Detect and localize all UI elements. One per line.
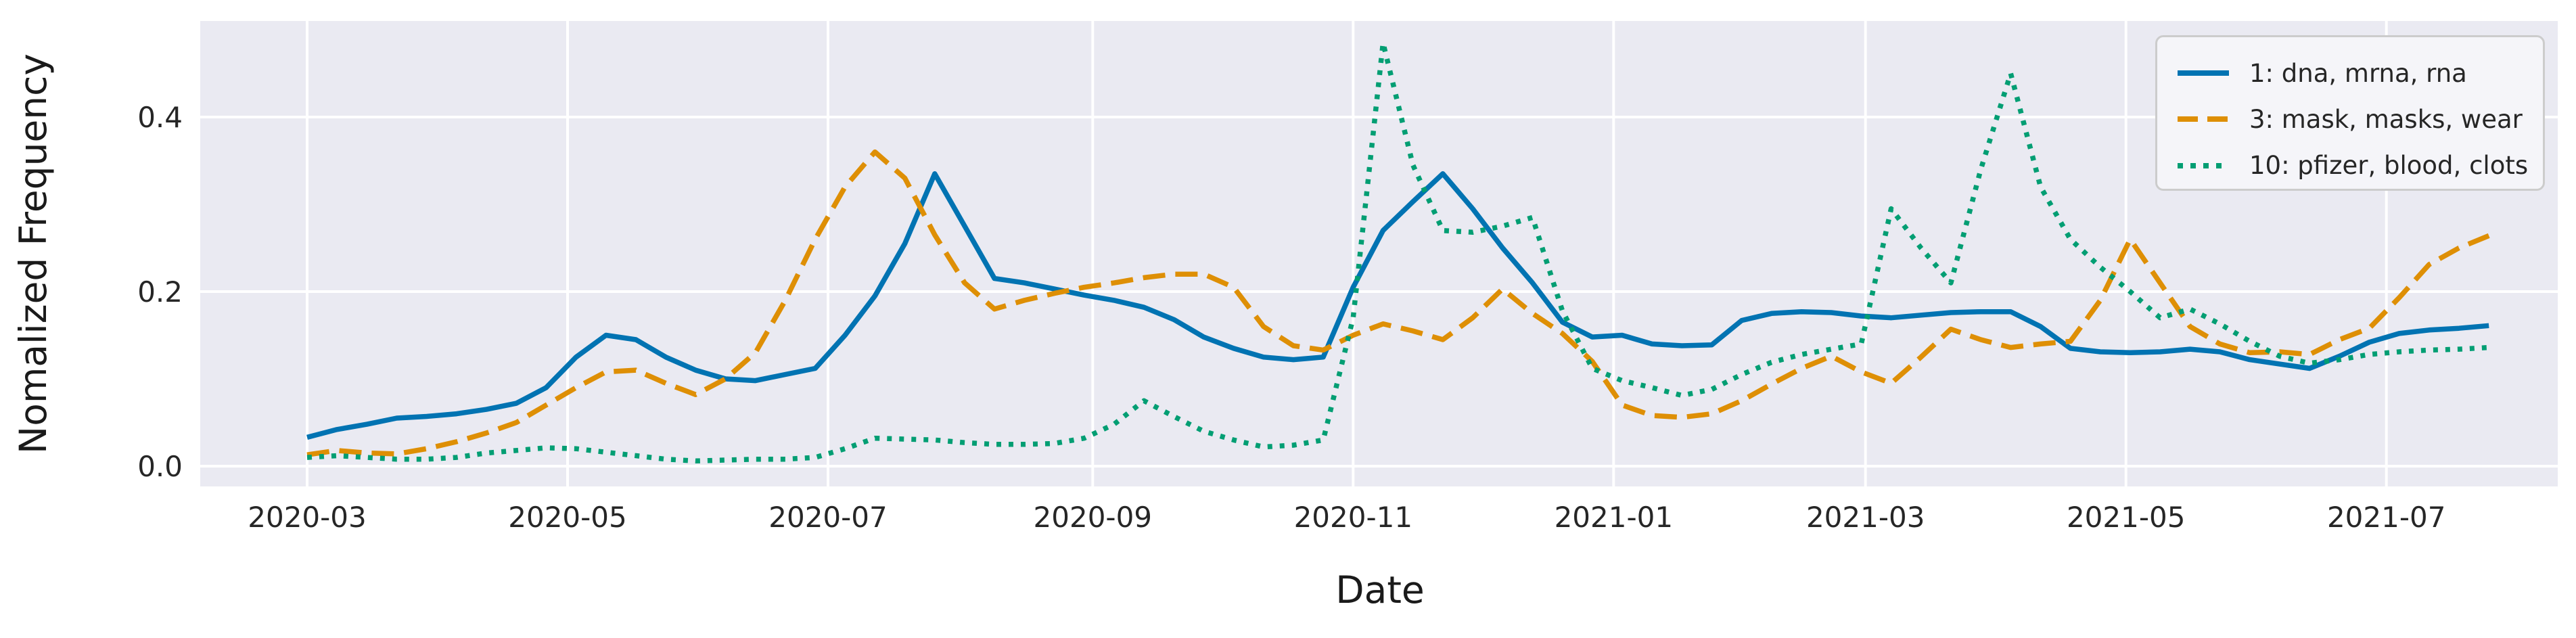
x-tick-label: 2021-05 — [2067, 501, 2186, 534]
y-tick-label: 0.0 — [137, 450, 183, 483]
series-line-1 — [306, 171, 2489, 440]
legend-label: 3: mask, masks, wear — [2249, 104, 2523, 134]
legend-line-sample-dashed — [2178, 116, 2229, 122]
x-axis-label: Date — [1335, 568, 1425, 612]
series-line-2 — [306, 149, 2490, 457]
y-axis-label: Nomalized Frequency — [12, 53, 55, 454]
legend-item-pfizer-blood-clots: 10: pfizer, blood, clots — [2178, 143, 2529, 189]
legend-label: 10: pfizer, blood, clots — [2249, 151, 2529, 181]
x-tick-label: 2020-05 — [508, 501, 627, 534]
legend: 1: dna, mrna, rna 3: mask, masks, wear 1… — [2155, 35, 2545, 191]
y-tick-label: 0.4 — [137, 101, 183, 134]
x-tick-label: 2020-09 — [1034, 501, 1153, 534]
y-tick-label: 0.2 — [137, 275, 183, 309]
x-tick-label: 2020-03 — [248, 501, 367, 534]
legend-item-mask-masks-wear: 3: mask, masks, wear — [2178, 96, 2525, 142]
x-tick-label: 2021-03 — [1806, 501, 1925, 534]
x-tick-label: 2021-01 — [1555, 501, 1674, 534]
legend-item-dna-mrna-rna: 1: dna, mrna, rna — [2178, 50, 2525, 96]
legend-line-sample-dotted — [2178, 162, 2229, 168]
x-tick-label: 2021-07 — [2327, 501, 2446, 534]
legend-line-sample-solid — [2178, 70, 2229, 76]
x-tick-label: 2020-11 — [1294, 501, 1413, 534]
legend-label: 1: dna, mrna, rna — [2249, 58, 2467, 88]
x-tick-label: 2020-07 — [768, 501, 888, 534]
